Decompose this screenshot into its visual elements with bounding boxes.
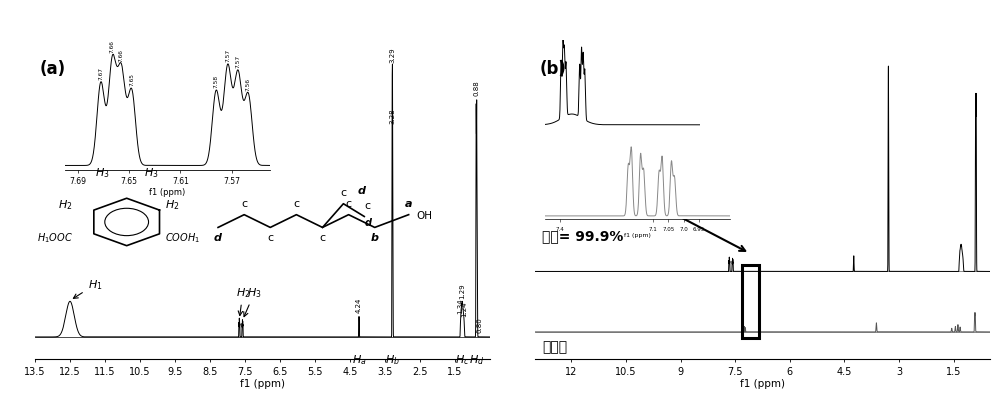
Text: c: c xyxy=(364,201,370,211)
Text: 3.29: 3.29 xyxy=(389,47,395,63)
Text: 0.80: 0.80 xyxy=(477,317,483,333)
Text: $H_1$: $H_1$ xyxy=(73,278,102,298)
Text: 产率= 99.9%: 产率= 99.9% xyxy=(542,229,624,243)
Text: (a): (a) xyxy=(40,60,66,78)
X-axis label: f1 (ppm): f1 (ppm) xyxy=(624,233,651,239)
Text: c: c xyxy=(346,199,352,209)
Text: 7.57: 7.57 xyxy=(225,49,230,62)
Text: $H_3$: $H_3$ xyxy=(95,166,109,180)
Text: 7.66: 7.66 xyxy=(110,40,115,53)
X-axis label: f1 (ppm): f1 (ppm) xyxy=(740,379,785,389)
Text: $H_c$: $H_c$ xyxy=(455,353,470,367)
Text: $H_a$: $H_a$ xyxy=(352,353,366,367)
Text: (b): (b) xyxy=(540,60,566,78)
Text: d: d xyxy=(364,218,371,228)
Text: $H_2$: $H_2$ xyxy=(58,199,73,212)
Text: $H_2$: $H_2$ xyxy=(236,286,250,316)
Text: $H_2$: $H_2$ xyxy=(165,199,179,212)
Text: 7.58: 7.58 xyxy=(214,75,219,88)
Text: 1.29: 1.29 xyxy=(459,284,465,299)
Text: 4.24: 4.24 xyxy=(356,298,362,313)
Text: $COOH_1$: $COOH_1$ xyxy=(165,231,200,245)
Text: $H_1OOC$: $H_1OOC$ xyxy=(37,231,73,245)
Text: d: d xyxy=(214,233,222,243)
Text: 7.67: 7.67 xyxy=(98,67,103,80)
Text: c: c xyxy=(319,233,326,243)
Text: d: d xyxy=(358,186,366,196)
Text: 反应前: 反应前 xyxy=(542,340,567,354)
Text: 7.66: 7.66 xyxy=(119,49,124,61)
Bar xyxy=(742,265,759,338)
Text: 1.34: 1.34 xyxy=(458,298,464,314)
Text: 1.24: 1.24 xyxy=(461,302,467,317)
Text: 0.88: 0.88 xyxy=(474,81,480,97)
Text: c: c xyxy=(267,233,273,243)
Text: b: b xyxy=(371,233,379,243)
Text: 7.57: 7.57 xyxy=(235,55,240,68)
Text: $H_3$: $H_3$ xyxy=(144,166,159,180)
Text: 7.65: 7.65 xyxy=(129,73,134,87)
Text: $H_d$: $H_d$ xyxy=(469,353,485,367)
X-axis label: f1 (ppm): f1 (ppm) xyxy=(149,188,186,197)
Text: c: c xyxy=(340,188,346,198)
Text: c: c xyxy=(241,199,247,209)
Text: c: c xyxy=(293,199,299,209)
Text: a: a xyxy=(405,199,412,209)
Text: $H_3$: $H_3$ xyxy=(244,286,262,317)
Text: $H_b$: $H_b$ xyxy=(385,353,400,367)
X-axis label: f1 (ppm): f1 (ppm) xyxy=(240,379,285,389)
Text: OH: OH xyxy=(416,211,432,221)
Text: 3.28: 3.28 xyxy=(390,108,396,124)
Text: 7.56: 7.56 xyxy=(246,78,251,91)
